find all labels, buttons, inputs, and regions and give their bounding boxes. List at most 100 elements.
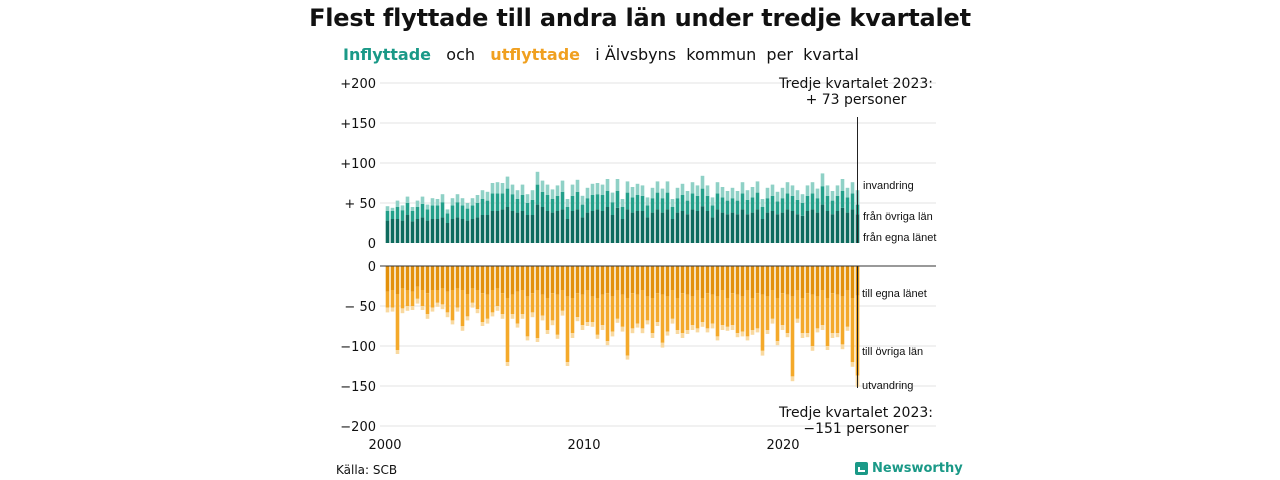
bar-in-2 [490, 183, 495, 194]
bar-out-2 [660, 342, 665, 348]
bar-in-1 [395, 207, 400, 219]
bar-in-1 [665, 192, 670, 210]
bar-out-1 [640, 290, 645, 329]
bar-out-1 [660, 294, 665, 343]
subtitle-utflyttade: utflyttade [490, 45, 581, 64]
bar-out-0 [760, 266, 765, 295]
bar-out-0 [560, 266, 565, 290]
bar-in-1 [460, 205, 465, 219]
annotation-bottom: Tredje kvartalet 2023: −151 personer [778, 405, 933, 437]
bar-out-0 [410, 266, 415, 292]
bar-out-0 [750, 266, 755, 298]
bar-out-2 [590, 322, 595, 327]
bar-out-2 [840, 344, 845, 350]
bar-out-2 [745, 336, 750, 341]
bar-out-1 [470, 288, 475, 303]
bar-in-2 [720, 187, 725, 198]
bar-in-2 [820, 173, 825, 187]
bar-in-2 [500, 183, 505, 194]
bar-in-1 [500, 193, 505, 210]
bar-out-2 [640, 328, 645, 334]
bar-in-0 [755, 209, 760, 243]
bar-out-1 [510, 294, 515, 314]
bar-out-0 [660, 266, 665, 295]
bar-out-1 [460, 290, 465, 326]
bar-out-2 [700, 322, 705, 327]
bar-in-1 [405, 203, 410, 215]
bar-in-1 [700, 188, 705, 207]
bar-in-1 [385, 211, 390, 221]
bar-in-1 [545, 195, 550, 211]
bar-out-0 [450, 266, 455, 290]
bar-in-0 [415, 219, 420, 243]
bar-in-2 [525, 194, 530, 203]
bar-out-2 [390, 307, 395, 312]
bar-in-0 [405, 215, 410, 243]
x-tick-label: 2010 [567, 438, 600, 453]
bar-out-0 [675, 266, 680, 298]
bar-out-0 [800, 266, 805, 298]
bar-in-0 [460, 219, 465, 243]
bar-in-1 [470, 205, 475, 219]
bar-out-0 [815, 266, 820, 297]
series-label: invandring [863, 180, 914, 192]
bar-in-0 [465, 220, 470, 243]
bar-in-0 [835, 211, 840, 243]
series-label: från övriga län [863, 211, 933, 223]
bar-out-1 [405, 290, 410, 306]
bar-out-1 [850, 298, 855, 362]
bar-in-2 [475, 195, 480, 203]
bar-in-1 [440, 202, 445, 218]
bar-out-1 [655, 293, 660, 322]
bar-in-2 [650, 187, 655, 199]
bar-out-0 [565, 266, 570, 297]
y-tick-label-top: 0 [368, 237, 376, 252]
bar-out-2 [485, 318, 490, 324]
bar-in-2 [530, 190, 535, 200]
bar-in-0 [720, 212, 725, 243]
bar-out-0 [805, 266, 810, 294]
bar-out-2 [580, 325, 585, 330]
bar-out-1 [815, 296, 820, 329]
bar-out-0 [745, 266, 750, 290]
bar-in-1 [415, 207, 420, 219]
bar-in-1 [540, 191, 545, 207]
bar-out-2 [495, 306, 500, 311]
bar-out-0 [570, 266, 575, 298]
bar-out-2 [535, 338, 540, 342]
bar-out-1 [455, 288, 460, 308]
bar-out-0 [780, 266, 785, 294]
bar-out-0 [710, 266, 715, 295]
bar-out-2 [795, 318, 800, 323]
bar-in-2 [400, 205, 405, 211]
bar-out-2 [810, 346, 815, 351]
bar-out-1 [795, 290, 800, 319]
bar-out-2 [650, 333, 655, 338]
bar-out-1 [695, 290, 700, 329]
bar-in-0 [705, 211, 710, 243]
bar-in-1 [835, 195, 840, 211]
bar-in-0 [525, 215, 530, 243]
bar-out-2 [555, 334, 560, 339]
bar-in-0 [725, 214, 730, 243]
bar-out-1 [770, 290, 775, 319]
bar-in-0 [510, 211, 515, 243]
bar-out-1 [670, 290, 675, 319]
bar-in-1 [435, 205, 440, 219]
bar-out-2 [675, 330, 680, 334]
bar-out-1 [560, 290, 565, 311]
bar-out-0 [490, 266, 495, 290]
bar-out-2 [605, 341, 610, 346]
bar-in-2 [710, 197, 715, 206]
bar-out-2 [425, 314, 430, 319]
bar-out-1 [700, 298, 705, 322]
bar-out-2 [510, 314, 515, 319]
bar-out-1 [390, 290, 395, 308]
bar-in-0 [570, 211, 575, 243]
bar-in-2 [405, 196, 410, 203]
bar-out-0 [455, 266, 460, 289]
bar-in-1 [580, 204, 585, 218]
bar-in-2 [565, 199, 570, 207]
bar-in-2 [685, 191, 690, 201]
bar-out-0 [465, 266, 470, 294]
